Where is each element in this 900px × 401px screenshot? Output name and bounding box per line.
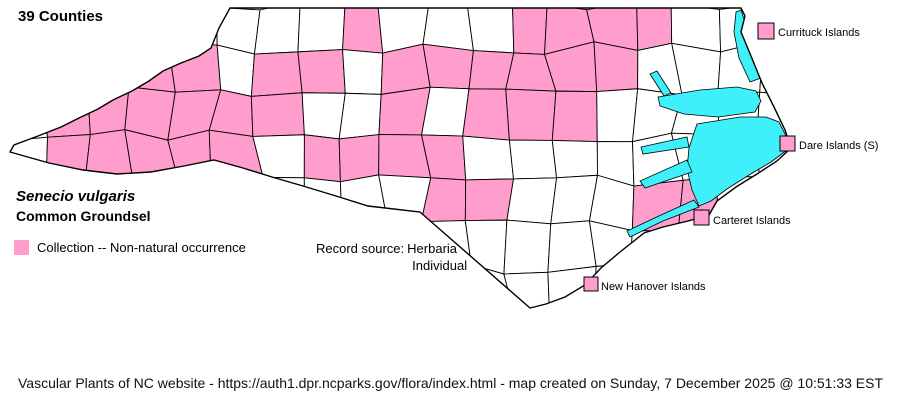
- sound-water: [640, 136, 690, 155]
- county-cell: [380, 43, 431, 95]
- county-cell: [124, 41, 176, 93]
- sound-water: [639, 159, 693, 189]
- sound-water: [626, 199, 700, 238]
- county-cell: [172, 264, 219, 308]
- county-cell: [177, 180, 219, 227]
- island-label: New Hanover Islands: [601, 281, 706, 293]
- county-cell: [422, 43, 474, 90]
- county-cell: [551, 90, 598, 143]
- legend: Collection -- Non-natural occurrence: [14, 240, 246, 255]
- sound-water: [686, 116, 788, 207]
- county-cell: [508, 139, 558, 180]
- county-cell: [124, 8, 179, 44]
- county-cell: [715, 225, 765, 275]
- county-cell: [338, 134, 380, 183]
- county-cell: [547, 220, 597, 273]
- county-cell: [303, 177, 343, 231]
- island-label: Carteret Islands: [713, 215, 791, 227]
- county-cell: [167, 8, 218, 46]
- county-cell: [210, 176, 264, 227]
- island-marker: [583, 276, 599, 292]
- footer-credit: Vascular Plants of NC website - https://…: [18, 375, 884, 391]
- county-cell: [131, 264, 178, 308]
- common-name: Common Groundsel: [16, 208, 151, 224]
- county-cell: [250, 51, 303, 97]
- county-cell: [303, 134, 341, 183]
- sound-water: [657, 86, 762, 118]
- record-source-value: Individual: [412, 258, 468, 273]
- county-cell: [761, 263, 791, 308]
- county-cell: [421, 86, 470, 137]
- county-cell: [87, 42, 130, 93]
- county-cell: [250, 92, 305, 137]
- county-cell: [297, 271, 343, 308]
- county-cell: [506, 177, 558, 225]
- county-cell: [596, 88, 639, 143]
- island-marker: [757, 22, 775, 40]
- county-cell: [10, 50, 51, 90]
- county-cell: [464, 219, 508, 275]
- county-cell: [216, 44, 255, 97]
- county-cell: [297, 49, 346, 94]
- scientific-name: Senecio vulgaris: [16, 188, 136, 205]
- county-cell: [253, 263, 301, 308]
- sound-water: [649, 70, 672, 97]
- county-cell: [10, 136, 48, 182]
- county-cell: [462, 88, 510, 141]
- county-cell: [547, 265, 597, 308]
- island-label: Dare Islands (S): [799, 140, 878, 152]
- county-cell: [84, 270, 133, 308]
- county-cell: [759, 41, 791, 96]
- island-label: Currituck Islands: [778, 27, 860, 39]
- species-block: Senecio vulgaris Common Groundsel: [16, 188, 151, 224]
- county-cell: [167, 41, 222, 93]
- record-source-values: Herbaria Individual: [407, 240, 467, 274]
- county-cell: [551, 139, 598, 179]
- county-cell: [342, 49, 384, 95]
- county-cell: [46, 270, 95, 308]
- county-cell: [342, 8, 384, 54]
- county-cell: [209, 263, 258, 308]
- county-cell: [252, 219, 306, 275]
- record-source-label: Record source:: [316, 241, 405, 256]
- island-marker: [693, 209, 710, 226]
- county-cell: [376, 267, 428, 308]
- legend-label: Collection -- Non-natural occurrence: [37, 240, 246, 255]
- county-cell: [505, 88, 557, 141]
- county-cell: [41, 42, 90, 93]
- county-cell: [503, 219, 552, 275]
- county-cell: [41, 88, 91, 138]
- county-cell: [338, 92, 382, 140]
- county-cell: [503, 271, 550, 308]
- county-cell: [630, 230, 682, 267]
- county-count-title: 39 Counties: [18, 8, 104, 25]
- record-source-value: Herbaria: [407, 241, 458, 256]
- county-cell: [512, 8, 548, 55]
- county-cell: [462, 135, 514, 181]
- county-cell: [253, 8, 301, 55]
- county-cell: [45, 134, 91, 182]
- county-cell: [167, 129, 212, 184]
- county-cell: [677, 225, 720, 272]
- record-source: Record source: Herbaria Individual: [316, 240, 467, 274]
- county-cell: [338, 271, 380, 308]
- county-cell: [714, 270, 764, 308]
- county-cell: [762, 220, 791, 275]
- island-marker: [779, 135, 796, 152]
- county-cell: [10, 265, 49, 308]
- county-cell: [593, 41, 639, 93]
- county-cell: [10, 87, 49, 143]
- county-cell: [464, 178, 515, 222]
- county-cell: [301, 92, 346, 140]
- collection-swatch-icon: [14, 240, 29, 255]
